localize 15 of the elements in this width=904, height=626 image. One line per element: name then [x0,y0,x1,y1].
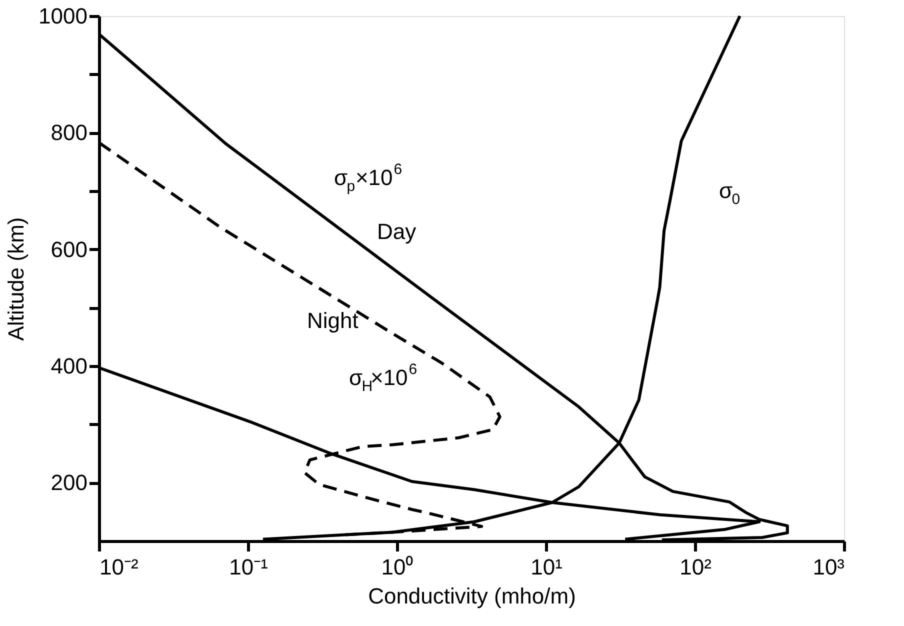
x-tick-label: 10³ [812,554,844,580]
x-tick-label: 10² [680,554,712,580]
x-tick-label: 10⁰ [381,554,414,580]
y-tick-label: 800 [50,120,88,146]
annotation: Night [307,308,358,333]
x-tick-label: 10¹ [530,554,562,580]
y-tick-label: 400 [50,354,88,378]
x-tick-label: 10⁻² [100,554,138,580]
y-tick-label: 600 [50,236,88,262]
annotation: Day [377,219,416,244]
y-tick-label: 1000 [38,4,88,28]
x-axis-title: Conductivity (mho/m) [368,584,576,608]
y-axis-title: Altitude (km) [4,217,29,341]
x-tick-label: 10⁻¹ [229,554,268,580]
y-tick-label: 200 [50,470,88,496]
